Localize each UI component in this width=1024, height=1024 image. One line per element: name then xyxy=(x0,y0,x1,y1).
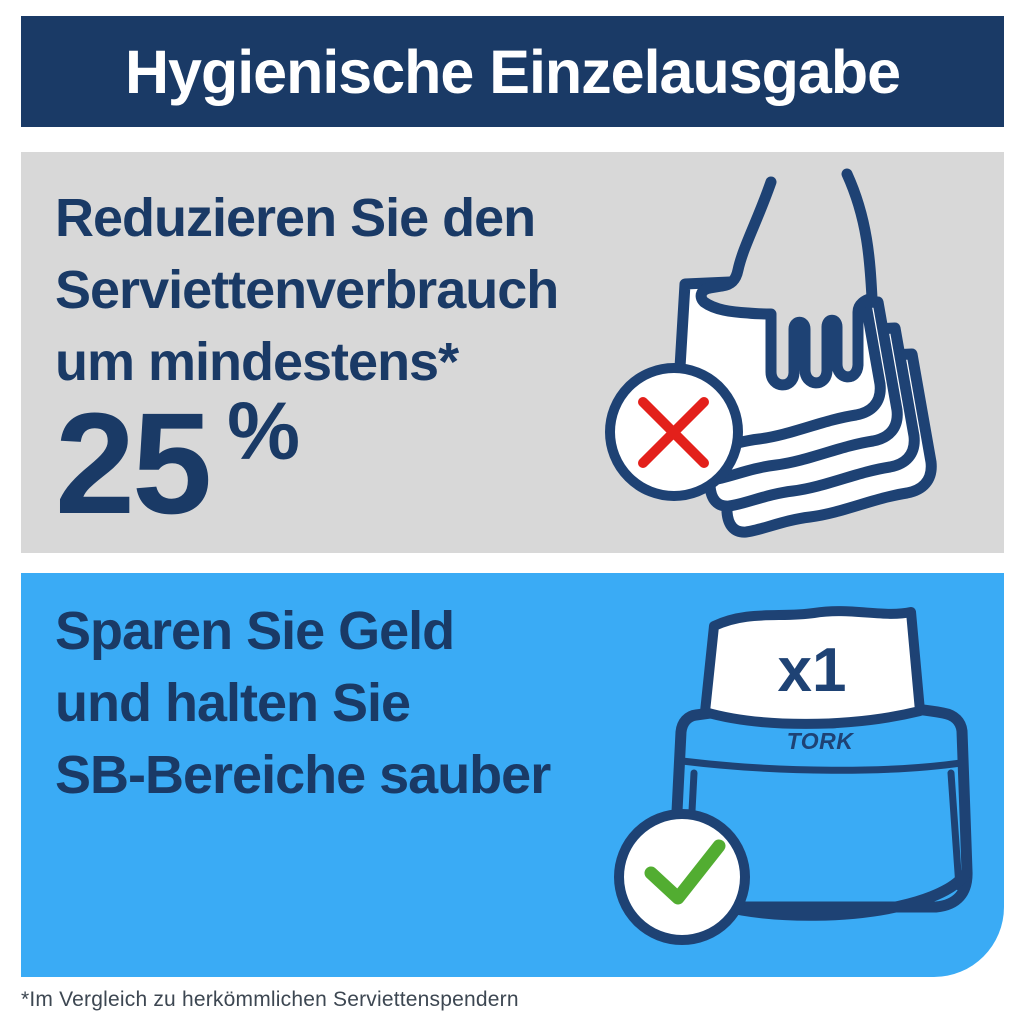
section-reduce-text: Reduzieren Sie den Serviettenverbrauch u… xyxy=(55,182,559,544)
napkin-x1: x1 xyxy=(700,606,925,729)
headline-line: Reduzieren Sie den xyxy=(55,188,536,248)
check-icon xyxy=(614,809,750,945)
banner: Hygienische Einzelausgabe xyxy=(21,16,1004,127)
headline-line: Sparen Sie Geld xyxy=(55,601,455,661)
napkin-grab-illustration xyxy=(605,168,937,538)
stat-percentage: 25 % xyxy=(55,383,558,544)
hand-icon xyxy=(695,168,878,391)
headline-line: um mindestens* xyxy=(55,332,459,392)
stat-value: 25 xyxy=(55,383,212,544)
section-save-money: Sparen Sie Geld und halten Sie SB-Bereic… xyxy=(21,573,1004,977)
headline-line: SB-Bereiche sauber xyxy=(55,745,551,805)
tork-logo-text: TORK xyxy=(787,728,855,754)
napkin-count-label: x1 xyxy=(778,636,847,705)
section-save-text: Sparen Sie Geld und halten Sie SB-Bereic… xyxy=(55,595,551,811)
footnote: *Im Vergleich zu herkömmlichen Serviette… xyxy=(21,988,519,1011)
page-title: Hygienische Einzelausgabe xyxy=(124,37,901,106)
dispenser-illustration: TORK x1 xyxy=(614,606,973,945)
stat-unit: % xyxy=(227,386,301,477)
headline-line: Serviettenverbrauch xyxy=(55,260,559,320)
cross-icon xyxy=(605,363,743,501)
headline-line: und halten Sie xyxy=(55,673,411,733)
section-reduce-consumption: Reduzieren Sie den Serviettenverbrauch u… xyxy=(21,152,1004,553)
